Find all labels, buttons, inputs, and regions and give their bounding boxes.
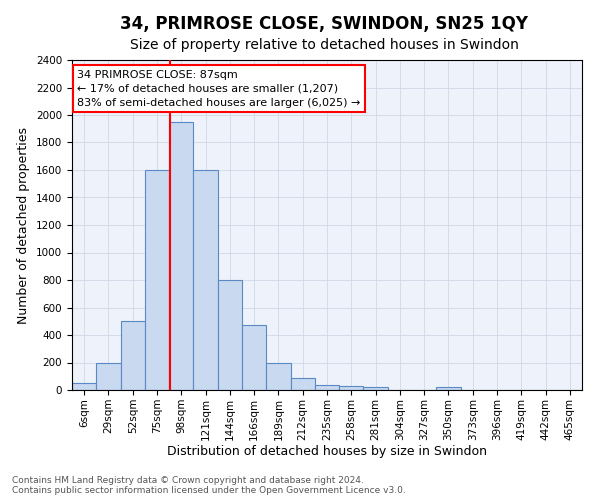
Bar (218, 280, 242, 390)
Bar (339, 386, 364, 390)
Bar (266, 362, 290, 390)
Bar (121, 322, 145, 390)
Bar (290, 378, 315, 390)
Y-axis label: Number of detached properties: Number of detached properties (17, 126, 31, 324)
Bar (145, 170, 169, 390)
Text: 34, PRIMROSE CLOSE, SWINDON, SN25 1QY: 34, PRIMROSE CLOSE, SWINDON, SN25 1QY (120, 15, 528, 33)
Bar (169, 122, 193, 390)
Bar (364, 386, 388, 390)
Text: Contains HM Land Registry data © Crown copyright and database right 2024.
Contai: Contains HM Land Registry data © Crown c… (12, 476, 406, 495)
X-axis label: Distribution of detached houses by size in Swindon: Distribution of detached houses by size … (167, 446, 487, 458)
Bar (96, 362, 121, 390)
Bar (193, 170, 218, 390)
Bar (315, 385, 339, 390)
Bar (242, 324, 266, 390)
Bar (72, 383, 96, 390)
Text: Size of property relative to detached houses in Swindon: Size of property relative to detached ho… (130, 38, 518, 52)
Text: 34 PRIMROSE CLOSE: 87sqm
← 17% of detached houses are smaller (1,207)
83% of sem: 34 PRIMROSE CLOSE: 87sqm ← 17% of detach… (77, 70, 361, 108)
Bar (436, 387, 461, 390)
